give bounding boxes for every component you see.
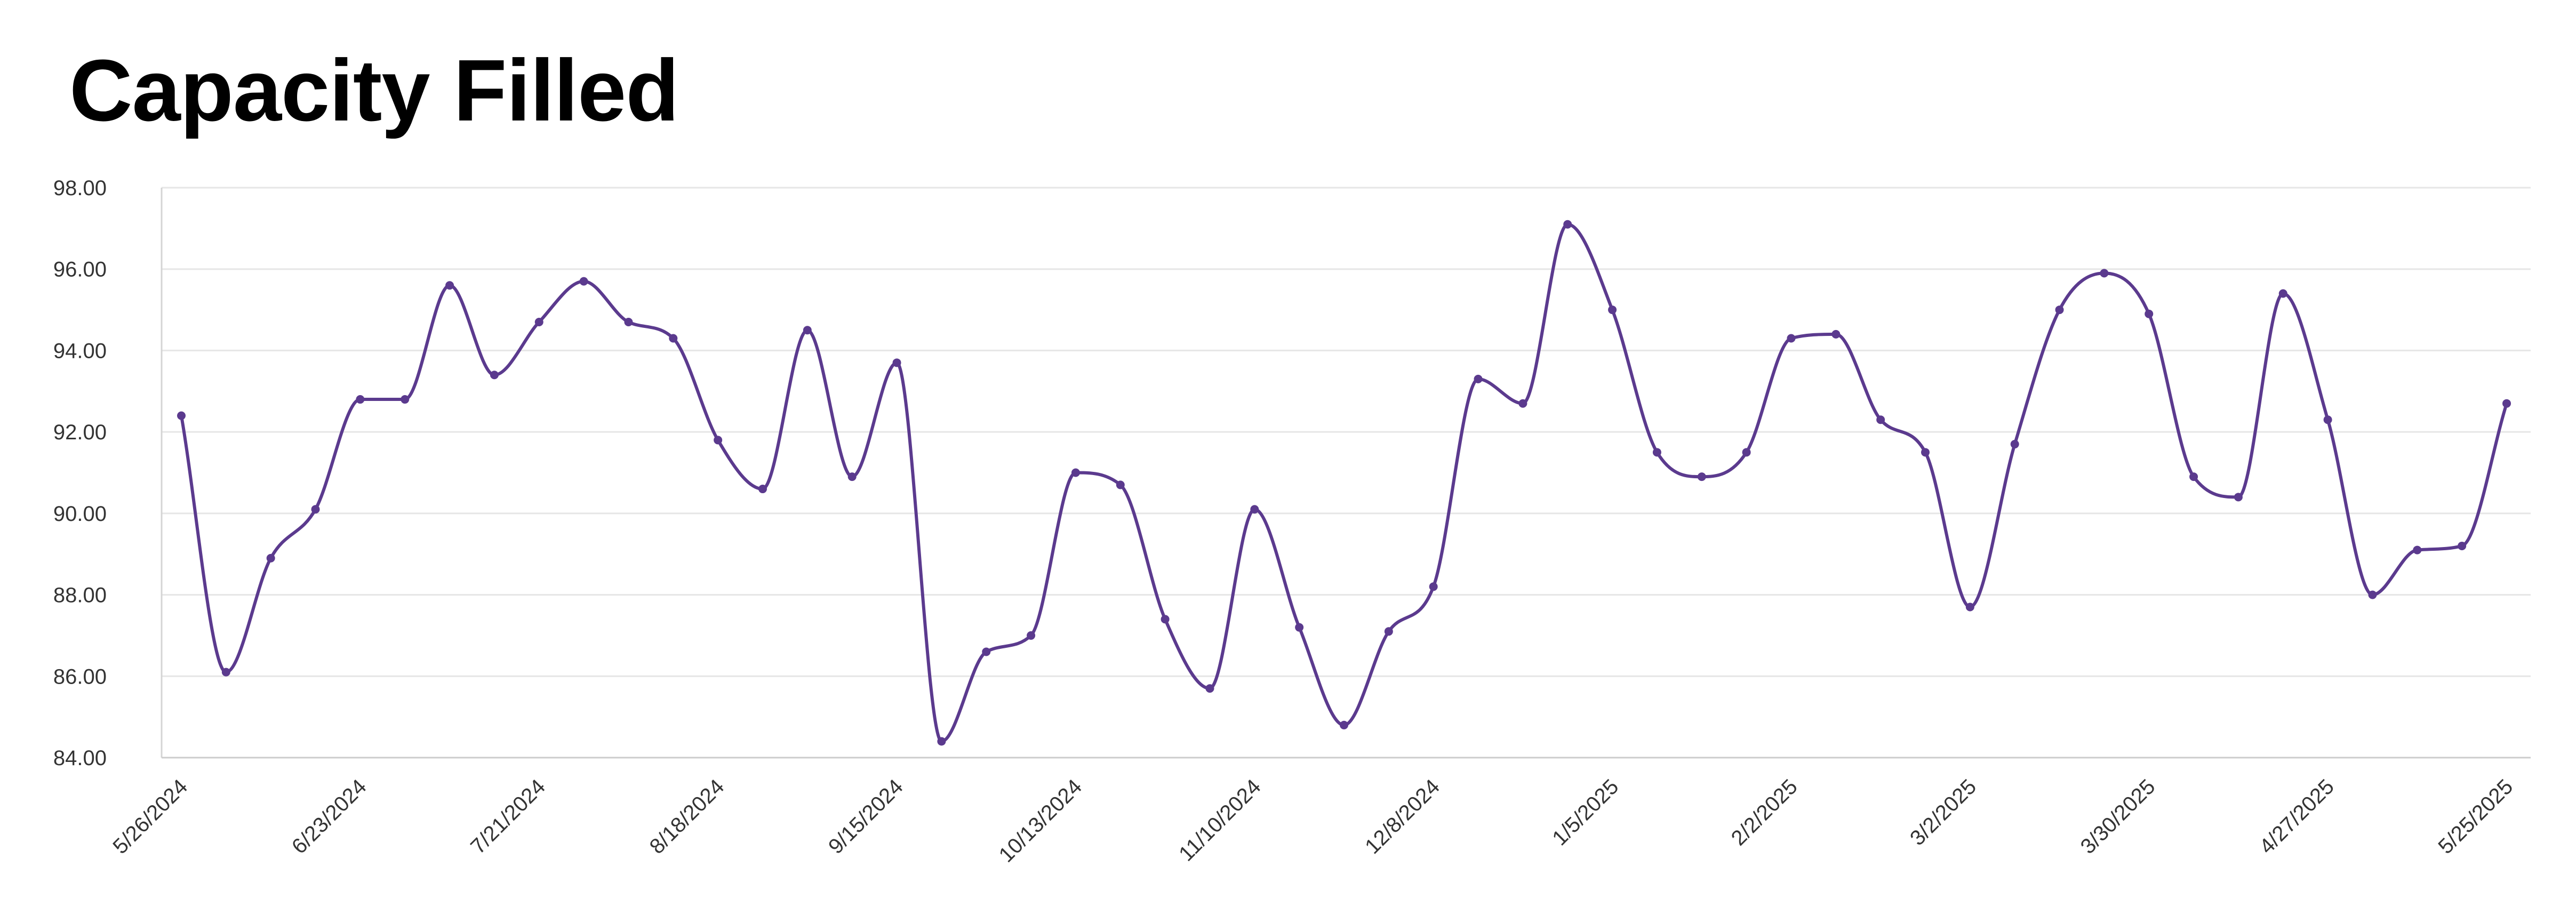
x-tick-label: 5/25/2025 — [2434, 775, 2517, 858]
data-point — [1742, 448, 1751, 457]
data-point — [221, 668, 230, 677]
y-tick-label: 88.00 — [53, 584, 107, 607]
x-tick-label: 11/10/2024 — [1174, 775, 1266, 866]
y-tick-label: 92.00 — [53, 421, 107, 444]
data-point — [892, 358, 901, 367]
data-point — [669, 334, 678, 343]
data-point — [2323, 415, 2332, 424]
data-point — [2234, 493, 2243, 502]
data-point — [1116, 480, 1125, 489]
x-tick-label: 12/8/2024 — [1361, 775, 1444, 858]
y-tick-label: 86.00 — [53, 665, 107, 688]
x-tick-label: 1/5/2025 — [1548, 775, 1623, 850]
x-tick-label: 3/2/2025 — [1906, 775, 1981, 850]
data-point — [624, 317, 633, 326]
y-tick-label: 94.00 — [53, 339, 107, 363]
data-point — [803, 326, 812, 335]
data-point — [1384, 627, 1393, 636]
data-point — [177, 411, 186, 420]
data-point — [1205, 684, 1214, 693]
data-point — [1921, 448, 1930, 457]
data-point — [1652, 448, 1661, 457]
data-point — [1831, 330, 1841, 339]
data-point — [1965, 602, 1974, 612]
data-point — [1697, 472, 1706, 481]
x-tick-label: 8/18/2024 — [645, 775, 729, 858]
data-point — [2368, 590, 2377, 599]
data-point — [2145, 309, 2154, 318]
data-point — [1474, 374, 1483, 383]
data-point — [2055, 306, 2064, 315]
y-tick-label: 84.00 — [53, 746, 107, 770]
data-point — [1876, 415, 1885, 424]
data-point — [2189, 472, 2198, 481]
data-point — [2502, 399, 2511, 408]
data-point — [714, 436, 723, 445]
data-point — [1027, 631, 1036, 640]
y-axis-tick-labels: 84.00 86.00 88.00 90.00 92.00 94.00 96.00 98.00 — [53, 176, 107, 770]
axes — [161, 188, 2531, 759]
data-point — [2458, 541, 2467, 550]
x-tick-label: 2/2/2025 — [1727, 775, 1802, 850]
x-tick-label: 7/21/2024 — [466, 775, 550, 858]
y-tick-label: 96.00 — [53, 258, 107, 282]
y-tick-label: 90.00 — [53, 502, 107, 526]
x-tick-label: 6/23/2024 — [287, 775, 371, 858]
data-point — [356, 395, 365, 404]
data-point — [445, 281, 454, 290]
x-tick-label: 9/15/2024 — [824, 775, 908, 858]
data-point — [579, 277, 588, 286]
data-point — [982, 647, 991, 656]
data-point — [401, 395, 410, 404]
data-point — [266, 553, 275, 563]
data-point — [1295, 623, 1304, 632]
data-point — [2413, 545, 2422, 555]
x-tick-label: 4/27/2025 — [2255, 775, 2339, 858]
x-axis-tick-labels: 5/26/2024 6/23/2024 7/21/2024 8/18/2024 9/15… — [108, 775, 2517, 867]
y-tick-label: 98.00 — [53, 176, 107, 200]
data-point — [1429, 582, 1438, 591]
data-point — [847, 472, 857, 481]
data-point — [2100, 269, 2109, 278]
data-point — [534, 317, 543, 326]
data-point — [758, 485, 767, 494]
data-point — [1340, 720, 1348, 729]
data-point — [1787, 334, 1796, 343]
data-point — [490, 371, 499, 380]
x-tick-label: 5/26/2024 — [108, 775, 192, 858]
gridlines — [162, 187, 2531, 677]
data-point — [1250, 505, 1259, 514]
data-point — [937, 737, 946, 746]
x-tick-label: 10/13/2024 — [995, 775, 1087, 867]
data-point — [1563, 220, 1572, 229]
series-line — [180, 222, 2508, 743]
data-point — [1518, 399, 1527, 408]
chart-title: Capacity Filled — [69, 42, 679, 139]
data-point — [311, 505, 320, 514]
data-points — [177, 220, 2511, 746]
x-tick-label: 3/30/2025 — [2076, 775, 2160, 858]
data-point — [1161, 615, 1170, 624]
data-point — [1608, 306, 1617, 315]
data-point — [2010, 440, 2019, 449]
data-point — [1071, 468, 1080, 477]
data-point — [2278, 289, 2287, 298]
